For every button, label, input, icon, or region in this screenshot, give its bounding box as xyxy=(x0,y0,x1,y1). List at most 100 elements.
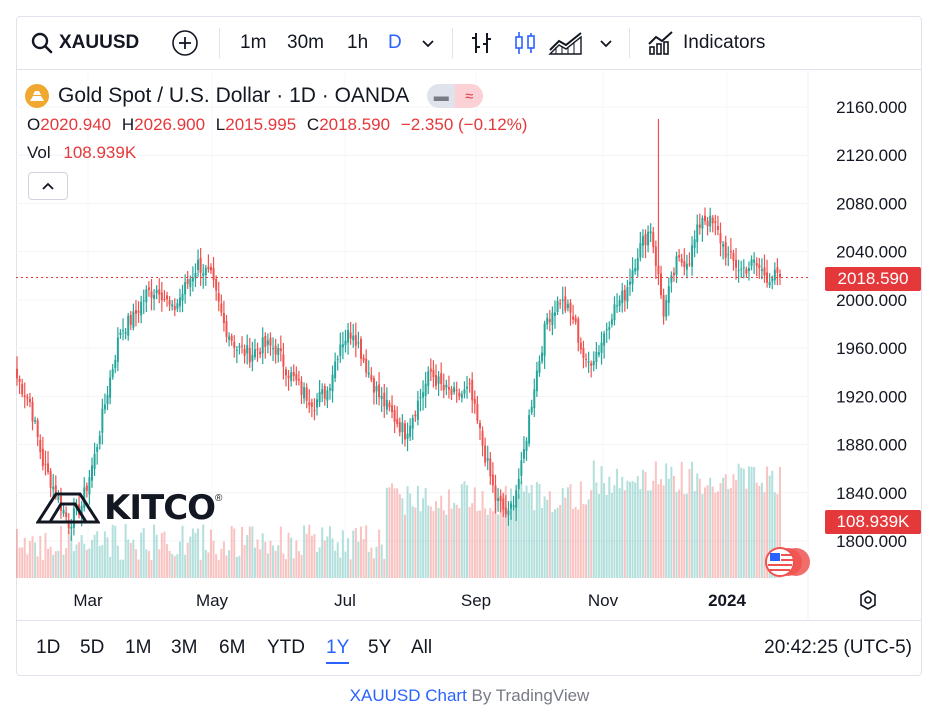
candle-down xyxy=(284,369,287,376)
volume-bar xyxy=(176,554,179,578)
volume-bar xyxy=(678,489,681,578)
candle-style-button[interactable] xyxy=(512,16,538,70)
chart-style-dropdown[interactable] xyxy=(598,16,614,70)
volume-bar xyxy=(670,466,673,578)
volume-bar xyxy=(424,487,427,578)
range-5y[interactable]: 5Y xyxy=(368,637,392,658)
candle-down xyxy=(623,289,626,301)
wave-icon[interactable]: ≈ xyxy=(455,84,484,108)
chart-settings-icon[interactable] xyxy=(857,589,879,611)
volume-bar xyxy=(297,551,300,578)
candle-up xyxy=(336,359,339,361)
candle-up xyxy=(709,215,712,227)
candle-up xyxy=(445,384,448,388)
candle-down xyxy=(23,395,26,398)
range-6m[interactable]: 6M xyxy=(219,637,246,658)
candle-down xyxy=(455,389,458,391)
candle-up xyxy=(83,487,86,508)
volume-bar xyxy=(691,461,694,578)
collapse-legend-button[interactable] xyxy=(28,172,68,200)
volume-bar xyxy=(380,544,383,578)
symbol-search[interactable]: XAUUSD xyxy=(30,16,139,70)
volume-bar xyxy=(447,489,450,578)
volume-bar xyxy=(587,499,590,578)
candle-down xyxy=(359,338,362,359)
volume-legend: Vol 108.939K xyxy=(27,143,136,163)
chart-link[interactable]: XAUUSD Chart xyxy=(349,686,467,705)
range-5d[interactable]: 5D xyxy=(80,637,105,658)
volume-bar xyxy=(755,482,758,578)
candle-down xyxy=(582,348,585,358)
bar-style-icon xyxy=(472,33,491,53)
candle-up xyxy=(621,290,624,303)
last-price-tag: 2018.590 xyxy=(825,267,921,291)
volume-bar xyxy=(499,495,502,578)
volume-bar xyxy=(279,526,282,578)
area-style-button[interactable] xyxy=(548,16,584,70)
bar-style-button[interactable] xyxy=(469,16,495,70)
range-all[interactable]: All xyxy=(411,637,433,658)
candle-down xyxy=(297,379,300,381)
x-tick-label: Jul xyxy=(334,591,356,610)
volume-bar xyxy=(437,507,440,578)
range-1d[interactable]: 1D xyxy=(36,637,61,658)
candle-down xyxy=(264,336,267,347)
candle-down xyxy=(370,375,373,380)
interval-dropdown[interactable] xyxy=(420,16,436,70)
range-3m[interactable]: 3M xyxy=(171,637,198,658)
interval-30m[interactable]: 30m xyxy=(287,32,324,53)
volume-bar xyxy=(52,554,55,578)
candle-up xyxy=(610,319,613,325)
y-tick-label: 2120.000 xyxy=(836,146,907,165)
volume-bar xyxy=(621,476,624,578)
legend-toggle[interactable]: ▬ ≈ xyxy=(427,84,484,108)
volume-bar xyxy=(359,526,362,578)
candle-down xyxy=(44,463,47,465)
interval-d[interactable]: D xyxy=(388,32,402,53)
volume-bar xyxy=(62,554,65,578)
indicators-button[interactable]: Indicators xyxy=(647,16,765,70)
volume-bar xyxy=(398,494,401,578)
volume-bar xyxy=(93,534,96,578)
clock[interactable]: 20:42:25 (UTC-5) xyxy=(764,637,912,658)
y-tick-label: 1800.000 xyxy=(836,532,907,551)
volume-bar xyxy=(292,558,295,578)
volume-bar xyxy=(641,469,644,578)
volume-bar xyxy=(631,481,634,578)
candle-down xyxy=(548,319,551,323)
volume-bar xyxy=(696,473,699,578)
candle-down xyxy=(67,519,70,529)
volume-bar xyxy=(693,491,696,578)
volume-bar xyxy=(65,548,68,578)
candle-up xyxy=(385,399,388,410)
interval-1h[interactable]: 1h xyxy=(347,32,369,53)
candle-up xyxy=(561,299,564,302)
volume-bar xyxy=(711,486,714,578)
candle-down xyxy=(21,383,24,395)
candle-down xyxy=(478,422,481,429)
volume-bar xyxy=(688,468,691,578)
candle-down xyxy=(396,418,399,425)
volume-bar xyxy=(675,491,678,578)
change-value: −2.350 (−0.12%) xyxy=(400,115,528,134)
volume-bar xyxy=(528,493,531,578)
compare-button[interactable] xyxy=(171,16,199,70)
minus-icon[interactable]: ▬ xyxy=(427,84,456,108)
us-flag-events-icon[interactable] xyxy=(764,545,810,579)
interval-1m[interactable]: 1m xyxy=(240,32,267,53)
range-ytd[interactable]: YTD xyxy=(267,637,305,658)
volume-bar xyxy=(328,526,331,578)
volume-bar xyxy=(230,525,233,578)
range-1y[interactable]: 1Y xyxy=(326,637,350,664)
candle-up xyxy=(543,323,546,356)
volume-bar xyxy=(88,548,91,578)
candle-up xyxy=(122,330,125,332)
range-1m[interactable]: 1M xyxy=(125,637,152,658)
candle-down xyxy=(279,348,282,352)
candle-down xyxy=(365,358,368,373)
candle-down xyxy=(31,401,34,422)
candle-up xyxy=(339,344,342,356)
candle-up xyxy=(463,389,466,394)
volume-bar xyxy=(207,552,210,578)
